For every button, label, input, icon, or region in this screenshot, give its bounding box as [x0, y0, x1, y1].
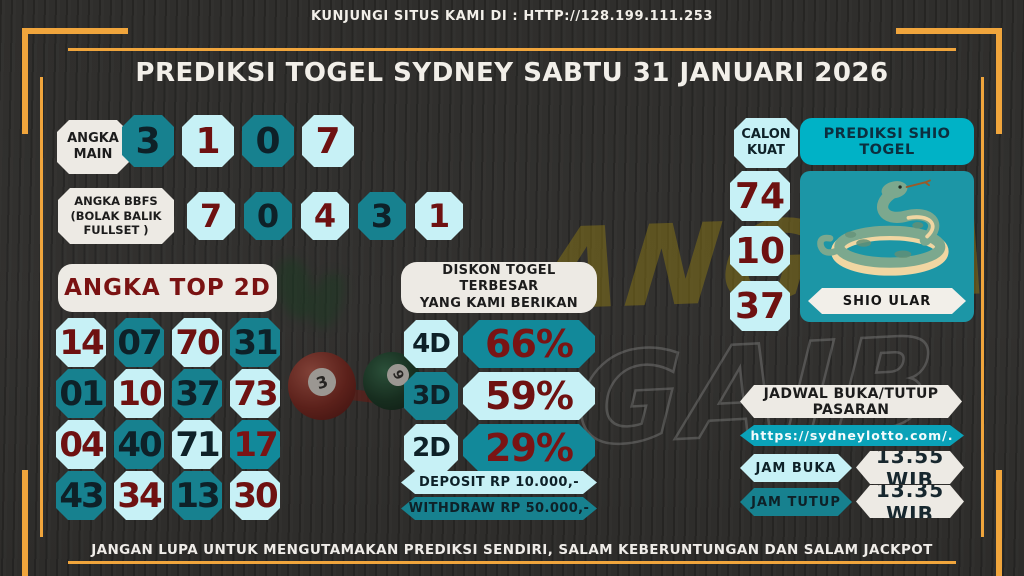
top2d-cell: 40	[114, 420, 164, 469]
top2d-cell: 10	[114, 369, 164, 418]
angka-bbfs-label-line: (BOLAK BALIK	[70, 208, 162, 223]
frame-corner-tr	[996, 28, 1002, 134]
diskon-header: DISKON TOGEL TERBESAR YANG KAMI BERIKAN	[401, 262, 597, 313]
deposit-banner: DEPOSIT RP 10.000,-	[401, 471, 597, 494]
angka-main-digits: 3 1 0 7	[122, 115, 354, 167]
frame-corner-tl	[22, 28, 128, 34]
top2d-cell: 43	[56, 471, 106, 520]
visit-site-banner: KUNJUNGI SITUS KAMI DI : HTTP://128.199.…	[310, 8, 714, 24]
angka-main-label-line: MAIN	[73, 147, 113, 162]
calon-kuat-number: 10	[730, 226, 790, 276]
angka-top-2d-header: ANGKA TOP 2D	[58, 264, 277, 312]
shio-panel: SHIO ULAR	[800, 171, 974, 322]
top2d-cell: 34	[114, 471, 164, 520]
angka-main-digit: 3	[122, 115, 174, 167]
top2d-cell: 71	[172, 420, 222, 469]
billiard-ball-number: 3	[304, 364, 340, 400]
billiard-ball-red: 3	[288, 352, 356, 420]
top2d-cell: 04	[56, 420, 106, 469]
angka-main-label-line: ANGKA	[67, 130, 119, 146]
frame-line-bottom	[68, 561, 956, 564]
diskon-2d-label: 2D	[404, 424, 458, 472]
calon-kuat-label: CALON KUAT	[734, 118, 798, 168]
shio-name-banner: SHIO ULAR	[808, 288, 966, 314]
diskon-header-line: DISKON TOGEL TERBESAR	[442, 263, 556, 295]
frame-corner-bl	[22, 470, 28, 576]
angka-bbfs-digit: 3	[358, 192, 406, 240]
jam-buka-label: JAM BUKA	[740, 454, 852, 482]
angka-bbfs-digit: 1	[415, 192, 463, 240]
angka-bbfs-digit: 4	[301, 192, 349, 240]
top2d-cell: 17	[230, 420, 280, 469]
leaf-decor-icon	[305, 269, 349, 331]
angka-bbfs-label-line: FULLSET )	[83, 223, 149, 238]
angka-bbfs-label: ANGKA BBFS (BOLAK BALIK FULLSET )	[58, 188, 174, 244]
frame-line-left	[40, 77, 43, 537]
diskon-3d-label: 3D	[404, 372, 458, 420]
calon-kuat-label-line: KUAT	[747, 143, 785, 158]
footer-message: JANGAN LUPA UNTUK MENGUTAMAKAN PREDIKSI …	[91, 542, 933, 558]
diskon-4d-value: 66%	[463, 320, 595, 368]
page-title: PREDIKSI TOGEL SYDNEY SABTU 31 JANUARI 2…	[135, 58, 889, 88]
calon-kuat-number: 74	[730, 171, 790, 221]
angka-main-digit: 0	[242, 115, 294, 167]
angka-bbfs-digit: 0	[244, 192, 292, 240]
top2d-cell: 13	[172, 471, 222, 520]
top2d-cell: 01	[56, 369, 106, 418]
frame-corner-br	[996, 470, 1002, 576]
top2d-cell: 30	[230, 471, 280, 520]
angka-bbfs-digit: 7	[187, 192, 235, 240]
diskon-header-line: YANG KAMI BERIKAN	[419, 295, 579, 311]
calon-kuat-label-line: CALON	[741, 126, 791, 142]
top2d-cell: 73	[230, 369, 280, 418]
shio-header: PREDIKSI SHIO TOGEL	[800, 118, 974, 165]
top2d-cell: 37	[172, 369, 222, 418]
top2d-cell: 31	[230, 318, 280, 367]
diskon-4d-label: 4D	[404, 320, 458, 368]
calon-kuat-number: 37	[730, 281, 790, 331]
frame-line-top	[68, 48, 956, 51]
top2d-cell: 70	[172, 318, 222, 367]
snake-icon	[817, 179, 949, 276]
jadwal-header: JADWAL BUKA/TUTUP PASARAN	[740, 385, 962, 418]
jam-buka-value: 13.55 WIB	[856, 451, 964, 484]
angka-main-digit: 1	[182, 115, 234, 167]
withdraw-banner: WITHDRAW RP 50.000,-	[401, 497, 597, 520]
frame-corner-tl	[22, 28, 28, 134]
angka-main-label: ANGKA MAIN	[57, 120, 129, 174]
frame-line-right	[981, 77, 984, 537]
jam-tutup-label: JAM TUTUP	[740, 488, 852, 516]
diskon-2d-value: 29%	[463, 424, 595, 472]
jam-tutup-value: 13.35 WIB	[856, 485, 964, 518]
angka-main-digit: 7	[302, 115, 354, 167]
angka-bbfs-digits: 7 0 4 3 1	[187, 192, 463, 240]
top2d-cell: 14	[56, 318, 106, 367]
frame-corner-tr	[896, 28, 1002, 34]
diskon-3d-value: 59%	[463, 372, 595, 420]
top2d-cell: 07	[114, 318, 164, 367]
angka-bbfs-label-line: ANGKA BBFS	[74, 193, 158, 208]
angka-top-2d-grid: 14 07 70 31 01 10 37 73 04 40 71 17 43 3…	[56, 318, 280, 520]
market-url-link[interactable]: https://sydneylotto.com/.	[740, 425, 964, 446]
